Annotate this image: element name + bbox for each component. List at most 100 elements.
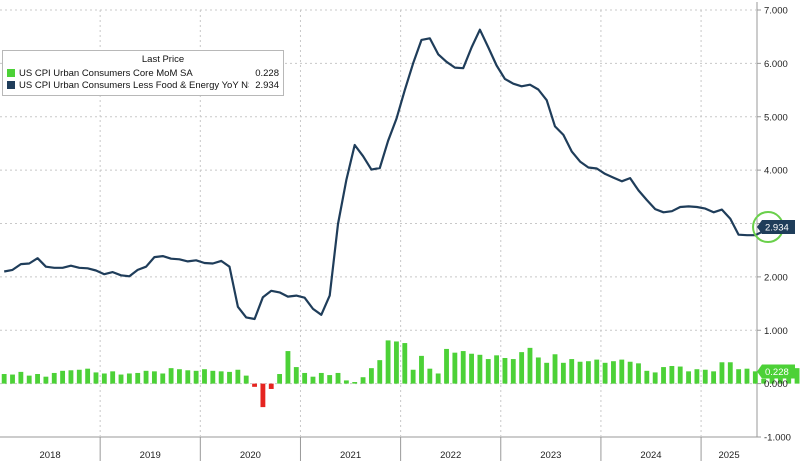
bar [335, 372, 341, 384]
y-tick-label: 5.000 [764, 112, 788, 123]
core-yoy-line [3, 28, 773, 321]
bar [368, 368, 374, 384]
bar [118, 374, 124, 384]
bar [193, 370, 199, 384]
bar [235, 369, 241, 384]
bar [410, 369, 416, 384]
bar [210, 370, 216, 384]
bar [402, 343, 408, 384]
bar [594, 359, 600, 384]
legend-label-core-yoy: US CPI Urban Consumers Less Food & Energ… [19, 79, 250, 91]
bar [652, 372, 658, 384]
bar [26, 375, 32, 384]
bar [727, 362, 733, 384]
bar [460, 351, 466, 384]
last-value-tags: 2.934 0.228 [757, 220, 795, 379]
bar [452, 352, 458, 384]
bar [327, 375, 333, 384]
bar [135, 372, 141, 384]
bar [502, 358, 508, 384]
legend-swatch-core-yoy [7, 81, 15, 89]
bar [302, 372, 308, 384]
x-tick-label: 2024 [640, 450, 661, 461]
bar [744, 368, 750, 384]
legend-item-core-mom: US CPI Urban Consumers Core MoM SA 0.228 [7, 67, 279, 79]
x-tick-label: 2018 [40, 450, 61, 461]
legend-header: Last Price [141, 54, 185, 65]
bar [569, 359, 575, 384]
bar [769, 374, 775, 384]
legend-value-core-mom: 0.228 [255, 67, 279, 79]
y-tick-label: 4.000 [764, 166, 788, 177]
last-value-tag-core-mom-bg [757, 364, 795, 379]
bar [761, 378, 767, 384]
bar [110, 371, 116, 384]
bar [736, 369, 742, 384]
bar [202, 369, 207, 384]
bar [535, 357, 541, 384]
bar [285, 351, 291, 384]
x-tick-label: 2025 [718, 450, 739, 461]
bar [669, 366, 675, 384]
bar [510, 359, 516, 384]
bar [85, 368, 91, 384]
bar [435, 373, 441, 384]
bar [485, 359, 491, 384]
x-tick-label: 2021 [340, 450, 361, 461]
bar [752, 371, 758, 384]
y-tick-label: 6.000 [764, 59, 788, 70]
bar [35, 374, 40, 384]
bar [293, 367, 299, 384]
core-mom-bars [1, 340, 800, 408]
bar [477, 354, 483, 384]
bar [527, 347, 533, 384]
x-tick-label: 2022 [440, 450, 461, 461]
last-value-tag-core-mom-label: 0.228 [765, 367, 789, 378]
bar [552, 354, 558, 384]
bar [544, 362, 550, 384]
x-axis: 2018 2019 2020 2021 2022 2023 2024 2025 [40, 437, 740, 461]
bar [494, 355, 500, 384]
bar [677, 366, 683, 384]
bar [611, 361, 616, 384]
bar [168, 368, 174, 384]
y-tick-label: 0.000 [764, 379, 788, 390]
bar [318, 372, 324, 384]
bar [794, 368, 800, 384]
bar [444, 348, 449, 384]
bar [43, 376, 49, 384]
bar [627, 361, 633, 384]
legend-swatch-core-mom [7, 69, 15, 77]
legend: Last Price US CPI Urban Consumers Core M… [2, 50, 284, 96]
bar [719, 362, 725, 384]
bar [694, 369, 700, 384]
bar [419, 355, 424, 384]
bar [151, 371, 157, 384]
bar [252, 383, 257, 387]
y-tick-label: 2.000 [764, 272, 788, 283]
bar [577, 361, 583, 384]
legend-label-core-mom: US CPI Urban Consumers Core MoM SA [19, 67, 193, 79]
bar [76, 369, 82, 384]
bar [310, 376, 316, 384]
bar [619, 359, 625, 384]
bar [143, 370, 149, 384]
bar [268, 383, 274, 389]
bar [711, 371, 717, 384]
y-tick-label: -1.000 [764, 433, 791, 444]
bar [126, 373, 132, 384]
bar [377, 360, 383, 384]
bar [469, 353, 474, 384]
bar [394, 341, 399, 384]
x-tick-label: 2020 [240, 450, 261, 461]
bar [560, 362, 566, 384]
bar [661, 367, 666, 384]
bar [93, 372, 99, 384]
bar [686, 371, 691, 384]
bar [644, 370, 650, 384]
bar [218, 371, 224, 384]
y-tick-label: 7.000 [764, 6, 788, 17]
bar [10, 374, 15, 384]
bar [243, 375, 249, 384]
